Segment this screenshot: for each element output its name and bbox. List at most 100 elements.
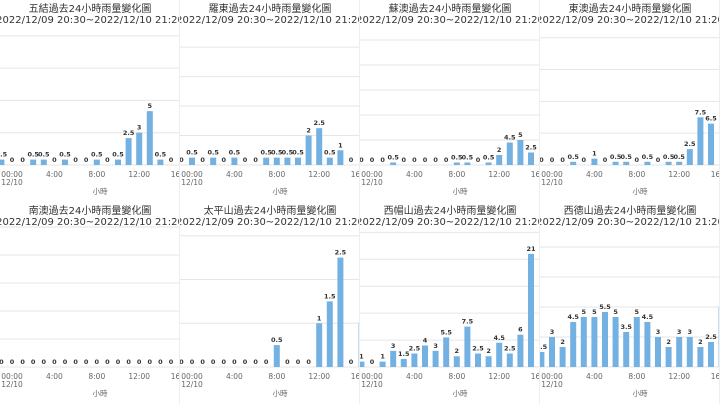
data-label: 0.5 [186, 149, 198, 157]
data-label: 0 [52, 358, 57, 366]
data-label: 0.5 [91, 151, 103, 159]
data-label: 5 [635, 308, 640, 316]
date-label: 12/10 [541, 178, 563, 187]
data-label: 0.5 [451, 154, 463, 162]
data-label: 0 [656, 156, 661, 164]
x-tick-label: 4:00 [406, 170, 423, 179]
data-label: 0.5 [610, 153, 622, 161]
data-label: 0.5 [462, 154, 474, 162]
bar [316, 323, 323, 367]
x-tick-label: 16:00 [351, 170, 373, 179]
x-axis-label: 小時 [633, 187, 648, 196]
x-tick-label: 00:00 [541, 170, 563, 179]
chart-title: 太平山過去24小時雨量變化圖 [204, 204, 337, 217]
bar [231, 157, 238, 165]
bar [62, 159, 68, 165]
bar [125, 138, 132, 165]
data-label: 3 [688, 328, 693, 336]
data-label: 0.5 [38, 151, 50, 159]
data-label: 5.5 [440, 328, 452, 336]
bar [93, 159, 100, 165]
data-label: 2 [306, 127, 311, 135]
date-label: 12/10 [181, 178, 203, 187]
bar [665, 161, 672, 165]
x-axis-label: 小時 [273, 389, 288, 398]
data-label: 0 [52, 156, 57, 164]
data-label: 0.5 [27, 151, 39, 159]
chart-subtitle: 2022/12/09 20:30~2022/12/10 21:20 [0, 15, 184, 26]
bar [528, 152, 534, 165]
x-tick-label: 16:00 [711, 170, 720, 179]
data-label: 2.5 [335, 249, 347, 257]
data-label: 0 [190, 358, 195, 366]
data-label: 0 [169, 156, 174, 164]
bar [390, 162, 397, 165]
bar [432, 350, 439, 367]
x-tick-label: 8:00 [268, 372, 285, 381]
bar [570, 161, 577, 165]
data-label: 0.5 [292, 149, 304, 157]
bar [686, 337, 693, 367]
data-label: 0 [105, 358, 110, 366]
data-label: 0 [253, 156, 258, 164]
bar [284, 157, 291, 165]
chart-title: 五結過去24小時雨量變化圖 [29, 2, 152, 15]
data-label: 0 [73, 358, 78, 366]
bar [612, 161, 619, 165]
x-tick-label: 00:00 [181, 170, 203, 179]
data-label: 0 [31, 358, 36, 366]
x-tick-label: 16:00 [171, 372, 193, 381]
x-tick-label: 00:00 [361, 170, 383, 179]
data-label: 0 [243, 156, 248, 164]
x-tick-label: 8:00 [628, 372, 645, 381]
data-label: 3 [677, 328, 682, 336]
data-label: 0 [349, 358, 354, 366]
bar [506, 353, 513, 367]
data-label: 0 [95, 358, 100, 366]
data-label: 5.5 [599, 303, 611, 311]
data-label: 0.5 [271, 149, 283, 157]
data-label: 5 [148, 102, 153, 110]
bar [263, 157, 270, 165]
chart-subtitle: 2022/12/09 20:30~2022/12/10 21:20 [176, 15, 364, 26]
bar [570, 322, 577, 367]
chart-subtitle: 2022/12/09 20:30~2022/12/10 21:20 [536, 217, 720, 228]
bar [360, 361, 365, 367]
data-label: 0 [179, 156, 184, 164]
data-label: 0 [105, 156, 110, 164]
data-label: 3.5 [620, 323, 632, 331]
x-tick-label: 8:00 [88, 372, 105, 381]
bar [316, 128, 323, 165]
x-tick-label: 16:00 [711, 372, 720, 381]
data-label: 0.5 [567, 153, 579, 161]
data-label: 0.5 [271, 336, 283, 344]
bar [697, 117, 704, 165]
bar [30, 159, 37, 165]
bar [464, 326, 471, 367]
bar [697, 347, 704, 367]
x-tick-label: 00:00 [361, 372, 383, 381]
x-tick-label: 12:00 [488, 170, 510, 179]
bar [665, 347, 672, 367]
bar [273, 157, 280, 165]
bar [443, 337, 450, 367]
data-label: 0 [370, 156, 375, 164]
data-label: 2.5 [525, 144, 537, 152]
data-label: 0 [412, 156, 417, 164]
bar [411, 353, 418, 367]
x-tick-label: 12:00 [668, 372, 690, 381]
chart-title: 東澳過去24小時雨量變化圖 [569, 2, 692, 15]
date-label: 12/10 [541, 380, 563, 389]
data-label: 4.5 [567, 313, 579, 321]
data-label: 0 [211, 358, 216, 366]
bar [676, 337, 683, 367]
data-label: 0.5 [387, 154, 399, 162]
data-label: 0 [380, 156, 385, 164]
data-label: 0 [0, 358, 4, 366]
data-label: 0 [560, 156, 565, 164]
data-label: 0 [539, 156, 544, 164]
